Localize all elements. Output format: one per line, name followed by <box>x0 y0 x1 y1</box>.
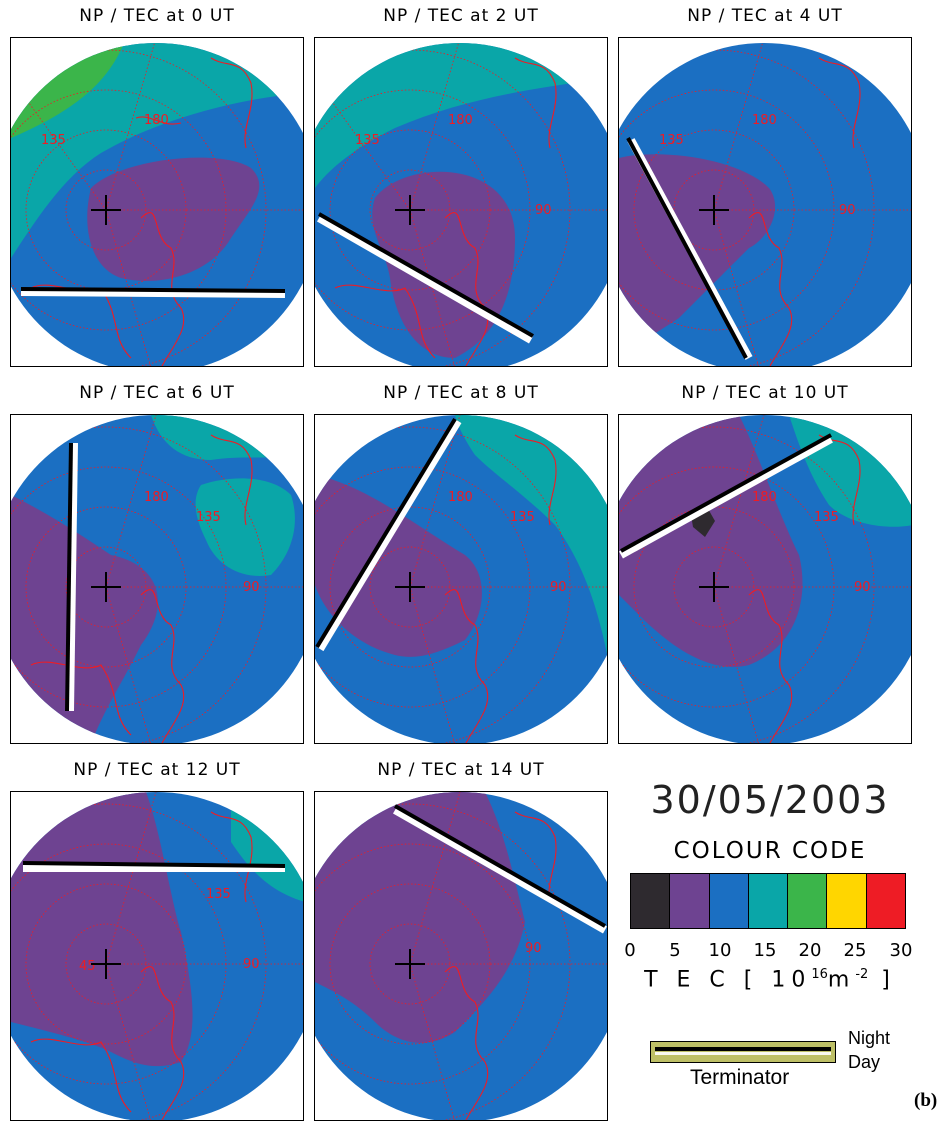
lon-label-90: 90 <box>839 203 856 218</box>
lon-label-135: 135 <box>41 133 66 148</box>
lon-label-90: 90 <box>550 580 567 595</box>
panel-title-10ut: NP / TEC at 10 UT <box>681 383 849 403</box>
scale-tick-5: 5 <box>669 940 681 961</box>
lon-label-180: 180 <box>448 113 473 128</box>
swatch-15-20 <box>748 874 789 928</box>
terminator-night-line <box>655 1047 831 1051</box>
north-pole-marker <box>699 572 729 602</box>
terminator-line <box>20 287 286 293</box>
colour-code-title: COLOUR CODE <box>673 838 867 864</box>
tec-map-4ut: 180 135 90 <box>618 37 912 367</box>
lon-label-90: 90 <box>535 203 552 218</box>
tec-map-6ut: 180 135 90 <box>10 414 304 744</box>
day-label: Day <box>848 1052 881 1072</box>
north-pole-marker <box>91 572 121 602</box>
lon-label-180: 180 <box>144 113 169 128</box>
lon-label-180: 180 <box>752 113 777 128</box>
lon-label-90: 90 <box>243 580 260 595</box>
tec-map-2ut: 180 135 90 <box>314 37 608 367</box>
lon-label-135: 135 <box>510 510 535 525</box>
lon-label-135: 135 <box>206 887 231 902</box>
terminator-day-line <box>655 1052 831 1055</box>
swatch-20-25 <box>788 874 828 928</box>
figure-label: (b) <box>914 1090 938 1111</box>
north-pole-marker <box>395 195 425 225</box>
panel-title-12ut: NP / TEC at 12 UT <box>73 760 241 780</box>
date-label: 30/05/2003 <box>650 778 890 822</box>
swatch-0-5 <box>631 874 671 928</box>
scale-tick-20: 20 <box>798 940 822 961</box>
panel-title-2ut: NP / TEC at 2 UT <box>383 6 539 26</box>
tec-map-10ut: 180 135 90 <box>618 414 912 744</box>
colour-scale <box>630 873 906 929</box>
panel-title-6ut: NP / TEC at 6 UT <box>79 383 235 403</box>
terminator-line <box>65 442 73 712</box>
swatch-5-10 <box>670 874 710 928</box>
lon-label-90: 90 <box>525 941 542 956</box>
swatch-25-30 <box>827 874 867 928</box>
lon-label-45: 45 <box>79 959 96 974</box>
scale-tick-15: 15 <box>753 940 777 961</box>
north-pole-marker <box>395 949 425 979</box>
lon-label-90: 90 <box>854 580 871 595</box>
lon-label-90: 90 <box>243 957 260 972</box>
tec-map-8ut: 180 135 90 <box>314 414 608 744</box>
terminator-line <box>318 212 534 338</box>
terminator-label: Terminator <box>690 1066 790 1089</box>
tec-map-0ut: 180 135 <box>10 37 304 367</box>
lon-label-135: 135 <box>814 510 839 525</box>
scale-tick-30: 30 <box>889 940 913 961</box>
lon-label-180: 180 <box>144 490 169 505</box>
lon-label-135: 135 <box>355 133 380 148</box>
terminator-line <box>626 137 748 359</box>
north-pole-marker <box>91 949 121 979</box>
panel-title-4ut: NP / TEC at 4 UT <box>687 6 843 26</box>
lon-label-180: 180 <box>752 490 777 505</box>
night-label: Night <box>848 1028 891 1048</box>
panel-title-8ut: NP / TEC at 8 UT <box>383 383 539 403</box>
lon-label-135: 135 <box>659 133 684 148</box>
panel-title-0ut: NP / TEC at 0 UT <box>79 6 235 26</box>
scale-tick-25: 25 <box>843 940 867 961</box>
lon-label-180: 180 <box>448 490 473 505</box>
swatch-10-15 <box>709 874 749 928</box>
terminator-line <box>394 804 606 928</box>
panel-title-14ut: NP / TEC at 14 UT <box>377 760 545 780</box>
lon-label-135: 135 <box>196 510 221 525</box>
north-pole-marker <box>395 572 425 602</box>
terminator-line <box>315 417 457 649</box>
terminator-line <box>620 433 832 553</box>
scale-tick-0: 0 <box>624 940 636 961</box>
tec-map-14ut: 90 <box>314 791 608 1121</box>
north-pole-marker <box>91 195 121 225</box>
terminator-line <box>22 861 286 868</box>
north-pole-marker <box>699 195 729 225</box>
tec-unit-label: T E C [ 1016m-2 ] <box>644 967 896 993</box>
scale-tick-10: 10 <box>708 940 732 961</box>
tec-map-12ut: 135 90 45 <box>10 791 304 1121</box>
swatch-30-plus <box>866 874 905 928</box>
